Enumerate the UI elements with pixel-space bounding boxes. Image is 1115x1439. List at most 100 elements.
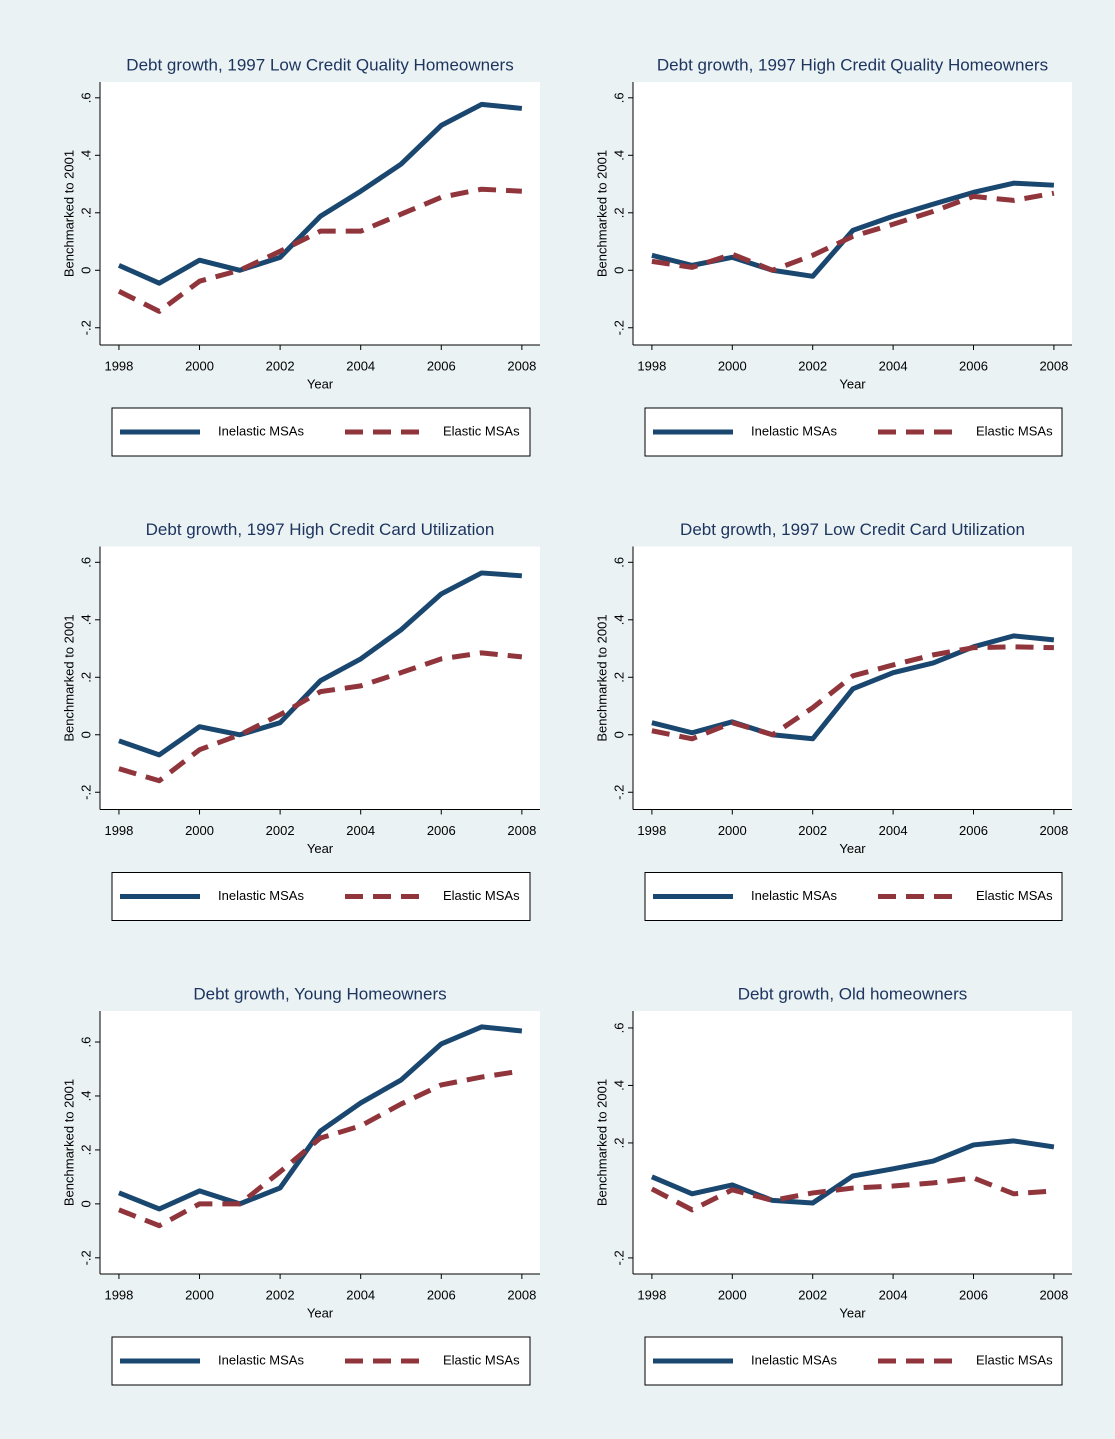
x-tick-label: 2004 bbox=[346, 1287, 375, 1302]
x-tick-label: 2006 bbox=[427, 1287, 456, 1302]
x-tick-label: 2006 bbox=[959, 1287, 988, 1302]
series-line bbox=[650, 1175, 1055, 1213]
chart-title: Debt growth, 1997 High Credit Card Utili… bbox=[146, 520, 495, 539]
series-line bbox=[118, 1024, 523, 1212]
x-axis-label: Year bbox=[839, 376, 866, 391]
y-tick-label: .2 bbox=[611, 672, 626, 683]
x-tick-label: 2008 bbox=[1039, 358, 1068, 373]
x-tick-label: 2002 bbox=[798, 358, 827, 373]
x-tick-label: 2004 bbox=[346, 823, 375, 838]
y-tick-label: -.2 bbox=[611, 785, 626, 800]
legend-label: Elastic MSAs bbox=[443, 888, 520, 903]
x-tick-label: 2004 bbox=[879, 1287, 908, 1302]
x-axis-label: Year bbox=[839, 1305, 866, 1320]
x-tick-label: 2006 bbox=[959, 823, 988, 838]
x-tick-label: 2008 bbox=[507, 1287, 536, 1302]
y-tick-label: 0 bbox=[78, 731, 93, 738]
y-tick-label: .4 bbox=[611, 614, 626, 625]
y-tick-label: .2 bbox=[78, 672, 93, 683]
y-tick-label: .6 bbox=[78, 92, 93, 103]
x-tick-label: 2004 bbox=[879, 358, 908, 373]
legend-label: Elastic MSAs bbox=[443, 423, 520, 438]
legend-label: Elastic MSAs bbox=[976, 423, 1053, 438]
x-tick-label: 2000 bbox=[185, 358, 214, 373]
series-line bbox=[650, 1138, 1055, 1206]
y-axis-label: Benchmarked to 2001 bbox=[594, 150, 609, 277]
series-line bbox=[117, 186, 522, 314]
x-tick-label: 2000 bbox=[718, 358, 747, 373]
series-line bbox=[651, 190, 1055, 273]
y-tick-label: .4 bbox=[78, 1091, 93, 1102]
y-tick-label: .2 bbox=[78, 1144, 93, 1155]
y-axis-label: Benchmarked to 2001 bbox=[61, 614, 76, 741]
chart-title: Debt growth, 1997 High Credit Quality Ho… bbox=[657, 55, 1048, 74]
x-tick-label: 2004 bbox=[879, 823, 908, 838]
x-tick-label: 1998 bbox=[637, 358, 666, 373]
x-tick-label: 2008 bbox=[507, 358, 536, 373]
x-axis-label: Year bbox=[307, 841, 334, 856]
x-axis-label: Year bbox=[307, 1305, 334, 1320]
x-tick-label: 2006 bbox=[427, 823, 456, 838]
series-line bbox=[117, 101, 523, 286]
y-tick-label: .4 bbox=[611, 150, 626, 161]
x-tick-label: 2000 bbox=[185, 1287, 214, 1302]
y-tick-label: -.2 bbox=[611, 1250, 626, 1265]
y-tick-label: .6 bbox=[78, 557, 93, 568]
y-tick-label: .4 bbox=[611, 1080, 626, 1091]
x-axis-label: Year bbox=[839, 841, 866, 856]
x-tick-label: 2008 bbox=[1039, 1287, 1068, 1302]
y-axis-label: Benchmarked to 2001 bbox=[61, 1079, 76, 1206]
y-axis-label: Benchmarked to 2001 bbox=[61, 150, 76, 277]
y-tick-label: -.2 bbox=[78, 1250, 93, 1265]
y-tick-label: 0 bbox=[611, 267, 626, 274]
y-tick-label: .2 bbox=[78, 207, 93, 218]
legend-label: Elastic MSAs bbox=[443, 1352, 520, 1367]
x-tick-label: 2000 bbox=[185, 823, 214, 838]
x-tick-label: 1998 bbox=[104, 358, 133, 373]
y-tick-label: .4 bbox=[78, 150, 93, 161]
legend-label: Inelastic MSAs bbox=[218, 1352, 304, 1367]
series-line bbox=[118, 1068, 523, 1229]
y-tick-label: 0 bbox=[78, 1200, 93, 1207]
legend-label: Inelastic MSAs bbox=[751, 423, 837, 438]
x-tick-label: 2006 bbox=[427, 358, 456, 373]
x-tick-label: 1998 bbox=[637, 1287, 666, 1302]
x-tick-label: 2008 bbox=[507, 823, 536, 838]
y-tick-label: .6 bbox=[611, 92, 626, 103]
plot-area bbox=[633, 82, 1072, 345]
legend-label: Inelastic MSAs bbox=[218, 423, 304, 438]
x-tick-label: 2002 bbox=[798, 1287, 827, 1302]
x-tick-label: 2002 bbox=[266, 358, 295, 373]
chart-title: Debt growth, 1997 Low Credit Quality Hom… bbox=[126, 55, 513, 74]
legend-label: Elastic MSAs bbox=[976, 1352, 1053, 1367]
x-tick-label: 2004 bbox=[346, 358, 375, 373]
x-tick-label: 2006 bbox=[959, 358, 988, 373]
y-axis-label: Benchmarked to 2001 bbox=[594, 1079, 609, 1206]
x-tick-label: 1998 bbox=[104, 1287, 133, 1302]
chart-title: Debt growth, 1997 Low Credit Card Utiliz… bbox=[680, 520, 1025, 539]
y-tick-label: .6 bbox=[611, 557, 626, 568]
y-axis-label: Benchmarked to 2001 bbox=[594, 614, 609, 741]
y-tick-label: -.2 bbox=[611, 320, 626, 335]
legend-label: Inelastic MSAs bbox=[751, 888, 837, 903]
x-axis-label: Year bbox=[307, 376, 334, 391]
plot-area bbox=[100, 82, 540, 345]
y-tick-label: .2 bbox=[611, 207, 626, 218]
chart-title: Debt growth, Old homeowners bbox=[738, 984, 968, 1003]
x-tick-label: 1998 bbox=[637, 823, 666, 838]
series-line bbox=[118, 570, 523, 758]
x-tick-label: 2002 bbox=[798, 823, 827, 838]
x-tick-label: 2000 bbox=[718, 1287, 747, 1302]
legend-label: Inelastic MSAs bbox=[218, 888, 304, 903]
x-tick-label: 2002 bbox=[266, 1287, 295, 1302]
y-tick-label: 0 bbox=[78, 267, 93, 274]
x-tick-label: 2002 bbox=[266, 823, 295, 838]
chart-title: Debt growth, Young Homeowners bbox=[193, 984, 446, 1003]
legend-label: Inelastic MSAs bbox=[751, 1352, 837, 1367]
y-tick-label: .4 bbox=[78, 614, 93, 625]
legend-label: Elastic MSAs bbox=[976, 888, 1053, 903]
plot-area bbox=[100, 1011, 540, 1274]
x-tick-label: 2008 bbox=[1039, 823, 1068, 838]
